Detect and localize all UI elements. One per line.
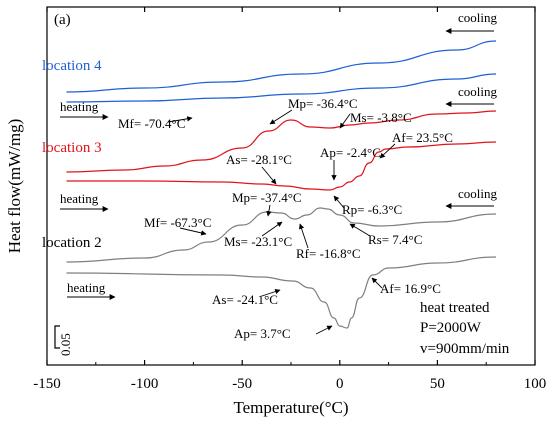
- curve-location-4-cooling: [66, 40, 497, 93]
- direction-label-heating: heating: [60, 99, 99, 114]
- series-label-location-4: location 4: [42, 58, 102, 74]
- annotation-label: Af= 23.5°C: [392, 130, 453, 145]
- annotation-label: As= -28.1°C: [226, 152, 292, 167]
- annotation-arrow: [371, 277, 383, 289]
- y-axis-title: Heat flow(mW/mg): [5, 119, 24, 254]
- scale-bar-label: 0.05: [58, 333, 73, 356]
- annotation-arrow: [261, 166, 277, 185]
- curves-layer: [66, 40, 497, 329]
- info-line-3: v=900mm/min: [420, 341, 510, 357]
- x-ticks: -150 -100 -50 0 50 100: [33, 7, 546, 392]
- annotation-arrow: [167, 116, 193, 123]
- series-label-location-3: location 3: [42, 140, 102, 156]
- annotation-label: Rf= -16.8°C: [296, 246, 361, 261]
- x-tick-label: -150: [33, 376, 61, 392]
- x-axis-title: Temperature(°C): [233, 398, 348, 417]
- info-line-2: P=2000W: [420, 320, 482, 336]
- annotation-label: Af= 16.9°C: [380, 281, 441, 296]
- annotation-arrow: [379, 143, 396, 159]
- info-line-1: heat treated: [420, 300, 490, 316]
- x-tick-label: 0: [336, 376, 344, 392]
- annotation-arrow: [349, 223, 371, 237]
- annotation-label: Ms= -23.1°C: [224, 234, 292, 249]
- annotation-arrow: [269, 109, 293, 125]
- curve-location-3-cooling: [66, 110, 497, 173]
- annotation-label: Mf= -67.3°C: [144, 215, 211, 230]
- x-tick-label: 100: [524, 376, 547, 392]
- annotation-arrow: [339, 113, 351, 129]
- direction-label-cooling: cooling: [458, 84, 497, 99]
- annotation-layer: Mf= -70.4°C Mp= -36.4°CMs= -3.8°C As= -28.…: [118, 96, 453, 341]
- annotation-label: Ms= -3.8°C: [350, 110, 412, 125]
- annotation-label: Rp= -6.3°C: [342, 202, 402, 217]
- curve-location-3-heating: [66, 141, 497, 191]
- direction-label-cooling: cooling: [458, 186, 497, 201]
- annotation-label: Mf= -70.4°C: [118, 116, 185, 131]
- direction-label-heating: heating: [60, 191, 99, 206]
- annotation-label: Ap= -2.4°C: [320, 145, 381, 160]
- curve-location-2-cooling: [66, 207, 497, 263]
- scale-bar: 0.05: [54, 325, 73, 356]
- annotation-arrow: [333, 195, 345, 209]
- annotation-arrow: [266, 204, 272, 217]
- panel-label: (a): [54, 12, 71, 28]
- annotation-label: Rs= 7.4°C: [368, 232, 422, 247]
- annotation-arrow: [298, 223, 309, 249]
- annotation-arrow: [315, 325, 333, 335]
- annotation-arrow: [261, 221, 283, 237]
- curve-location-4-heating: [66, 73, 497, 103]
- annotation-label: As= -24.1°C: [212, 292, 278, 307]
- annotation-arrow: [179, 227, 207, 236]
- annotation-label: Mp= -36.4°C: [288, 96, 358, 111]
- x-tick-label: -100: [131, 376, 159, 392]
- curve-location-2-heating: [66, 256, 497, 329]
- annotation-label: Ap= 3.7°C: [234, 326, 291, 341]
- direction-label-cooling: cooling: [458, 10, 497, 25]
- annotation-label: Mp= -37.4°C: [232, 190, 302, 205]
- annotation-arrow: [261, 288, 281, 297]
- direction-layer: cooling heating cooling heating cooling heati…: [60, 10, 497, 300]
- series-label-location-2: location 2: [42, 235, 102, 251]
- direction-label-heating: heating: [67, 280, 106, 295]
- x-tick-label: 50: [430, 376, 445, 392]
- x-tick-label: -50: [232, 376, 252, 392]
